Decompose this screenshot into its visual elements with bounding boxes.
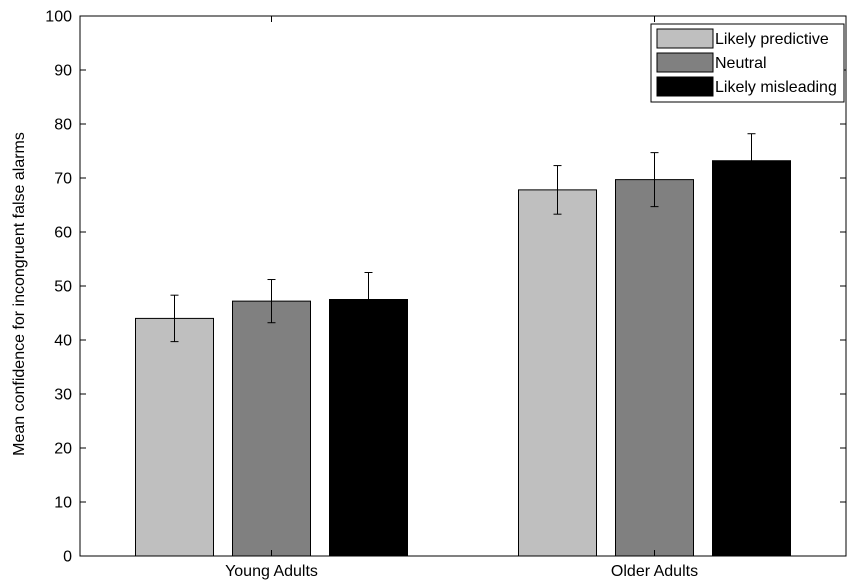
bars-layer	[135, 160, 791, 557]
legend-label: Likely predictive	[715, 31, 829, 48]
y-tick-label: 10	[54, 495, 72, 512]
legend-label: Neutral	[715, 55, 767, 72]
bar	[329, 299, 408, 557]
y-tick-label: 70	[54, 171, 72, 188]
legend-swatch	[656, 52, 714, 73]
y-tick-label: 40	[54, 333, 72, 350]
bar	[712, 160, 791, 557]
y-tick-label: 30	[54, 387, 72, 404]
x-category-label: Older Adults	[611, 563, 698, 580]
y-tick-label: 100	[45, 9, 72, 26]
bar	[518, 189, 597, 557]
legend: Likely predictive Neutral Likely misleadin…	[650, 23, 845, 103]
y-tick-label: 80	[54, 117, 72, 134]
y-tick-label: 20	[54, 441, 72, 458]
x-category-label: Young Adults	[225, 563, 318, 580]
y-tick-label: 60	[54, 225, 72, 242]
bar	[135, 317, 214, 557]
error-bars-layer	[170, 133, 756, 343]
legend-label: Likely misleading	[715, 79, 837, 96]
y-tick-label: 50	[54, 279, 72, 296]
bar	[232, 300, 311, 557]
bar	[615, 179, 694, 557]
y-axis-label: Mean confidence for incongruent false al…	[11, 132, 28, 456]
y-tick-label: 90	[54, 63, 72, 80]
legend-swatch	[656, 28, 714, 49]
legend-swatch	[656, 76, 714, 97]
labels-layer: 0 10 20 30 40 50 60 70 80 90 100 Young Adults Older …	[45, 9, 698, 581]
y-tick-label: 0	[63, 549, 72, 566]
